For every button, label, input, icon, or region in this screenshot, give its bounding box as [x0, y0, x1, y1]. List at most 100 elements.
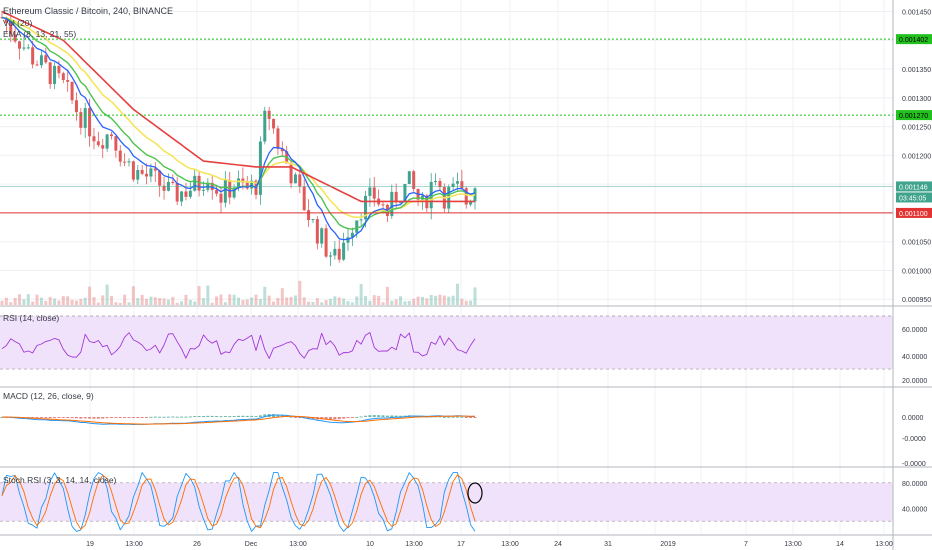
candle-body [460, 181, 464, 189]
volume-bar [184, 294, 188, 305]
rsi-tick-label: 20.0000 [902, 378, 927, 385]
candle-body [455, 181, 459, 184]
volume-bar [364, 296, 368, 305]
volume-bar [293, 295, 297, 305]
price-tick-label: 0.001000 [902, 268, 931, 275]
rsi-tick-label: 60.0000 [902, 327, 927, 334]
level-tag-bg [896, 207, 932, 218]
candle-body [302, 186, 306, 211]
macd-histogram-bar [83, 417, 87, 419]
candle-body [434, 181, 438, 183]
annotation-circle[interactable] [467, 482, 483, 504]
volume-bar [39, 297, 43, 305]
ema-legend[interactable]: EMA (8, 13, 21, 55) [3, 29, 77, 39]
candle-body [469, 201, 473, 205]
candle-body [372, 187, 376, 199]
stoch-tick-label: 40.0000 [902, 506, 927, 513]
price-tick-label: 0.001200 [902, 153, 931, 160]
price-tick-label: 0.001250 [902, 125, 931, 132]
macd-histogram-bar [460, 416, 464, 418]
volume-bar [123, 294, 127, 305]
macd-histogram-bar [92, 417, 96, 419]
candle-body [22, 47, 26, 49]
stoch-legend[interactable]: Stoch RSI (3, 3, 14, 14, close) [3, 475, 117, 485]
volume-bar [307, 301, 311, 305]
volume-bar [223, 302, 227, 305]
time-tick-label: 26 [193, 541, 201, 548]
candle-body [307, 210, 311, 221]
candle-body [293, 174, 297, 184]
volume-bar [136, 298, 140, 305]
macd-histogram-bar [127, 417, 131, 418]
candle-body [368, 187, 372, 196]
macd-histogram-bar [447, 416, 451, 418]
candle-body [18, 41, 22, 49]
volume-bar [44, 300, 48, 305]
candle-body [429, 182, 433, 209]
candle-body [175, 182, 179, 202]
macd-histogram-bar [451, 416, 455, 418]
candle-body [44, 55, 48, 63]
volume-bar [254, 294, 258, 305]
ema-lines [1, 10, 476, 241]
macd-histogram-bar [307, 417, 311, 419]
macd-histogram-bar [337, 417, 341, 420]
volume-bar [447, 296, 451, 305]
volume-bar [416, 296, 420, 305]
macd-legend[interactable]: MACD (12, 26, close, 9) [3, 391, 94, 401]
macd-histogram-bar [153, 416, 157, 418]
volume-bar [442, 295, 446, 305]
grid-lines [0, 0, 893, 534]
volume-bar [267, 295, 271, 305]
time-axis: 19 13:00 26 Dec 13:00 10 13:00 17 13:00 24 31 2019 7… [86, 541, 893, 548]
macd-histogram-bar [346, 417, 350, 419]
countdown-tag-bg [896, 192, 932, 203]
time-tick-label: 19 [86, 541, 94, 548]
candle-body [171, 181, 175, 183]
macd-histogram-bar [101, 417, 105, 419]
stoch-d-line [1, 474, 476, 530]
volume-bar [241, 299, 245, 305]
candle-body [153, 168, 157, 171]
volume-bar [412, 298, 416, 305]
volume-bar [451, 295, 455, 305]
candle-body [79, 112, 83, 128]
time-tick-label: 14 [836, 541, 844, 548]
rsi-line [1, 332, 476, 359]
volume-bar [302, 297, 306, 305]
volume-bar [337, 297, 341, 305]
stoch-tick-label: 80.0000 [902, 481, 927, 488]
volume-bar [381, 302, 385, 305]
volume-bar [74, 300, 78, 305]
candle-body [438, 181, 442, 188]
volume-bar [175, 302, 179, 305]
level-tag-bg [896, 110, 932, 121]
level-tag: 0.001402 [899, 37, 928, 44]
volume-bar [127, 302, 131, 305]
macd-histogram-bar [372, 415, 376, 417]
macd-histogram-bar [53, 417, 57, 419]
candle-body [114, 136, 118, 151]
candle-body [162, 185, 166, 191]
volume-bar [61, 296, 65, 305]
macd-histogram-bar [74, 417, 78, 419]
macd-histogram-bar [390, 415, 394, 417]
macd-histogram-bar [109, 417, 113, 418]
rsi-legend[interactable]: RSI (14, close) [3, 313, 60, 323]
volume-bar [429, 294, 433, 305]
macd-histogram-bar [131, 417, 135, 418]
vol-legend[interactable]: Vol (20) [3, 18, 33, 28]
volume-bar [162, 298, 166, 305]
macd-histogram-bar [399, 415, 403, 417]
candle-body [298, 174, 302, 187]
macd-histogram-bar [219, 416, 223, 418]
candle-body [149, 168, 153, 177]
macd-histogram-bar [35, 417, 39, 419]
volume-bar [280, 288, 284, 305]
macd-histogram-bar [232, 416, 236, 418]
candle-body [105, 134, 109, 149]
candle-body [180, 191, 184, 202]
candle-body [359, 219, 363, 221]
candle-body [83, 108, 87, 128]
macd-histogram-bar [250, 415, 254, 417]
